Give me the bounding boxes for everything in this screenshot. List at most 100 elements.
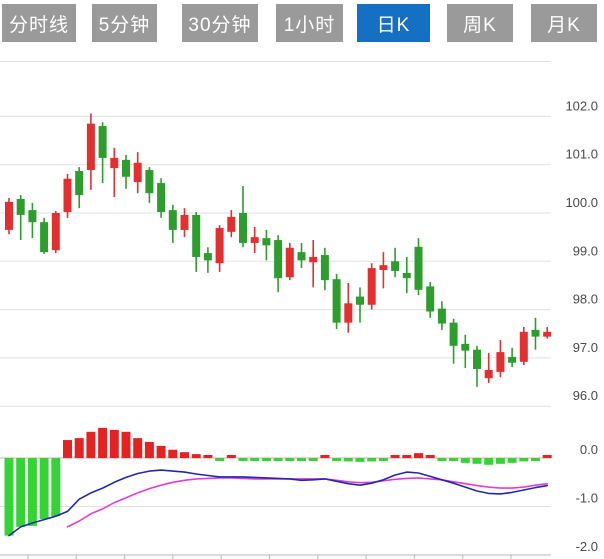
- macd-histogram-bar: [343, 458, 353, 462]
- candle-body: [28, 210, 37, 223]
- candle-body: [145, 170, 154, 194]
- candle-body: [168, 210, 177, 230]
- macd-histogram-bar: [180, 452, 189, 458]
- period-tabbar: 分时线 5分钟 30分钟 1小时 日K 周K 月K: [0, 0, 604, 46]
- candle-body: [16, 198, 25, 215]
- candle-body: [461, 343, 470, 351]
- candle-body: [63, 178, 72, 213]
- candle-body: [356, 296, 364, 305]
- price-axis-label: 97.0: [573, 340, 598, 355]
- macd-histogram-bar: [519, 458, 529, 462]
- macd-histogram-bar: [250, 458, 260, 461]
- macd-histogram-bar: [109, 429, 119, 458]
- dif-line: [8, 469, 548, 537]
- macd-histogram-bar: [472, 458, 482, 464]
- candle-body: [5, 201, 13, 230]
- candle-body: [203, 253, 212, 261]
- dea-line: [66, 477, 548, 528]
- macd-histogram-bar: [156, 445, 166, 458]
- macd-histogram-bar: [191, 454, 201, 458]
- tab-30min[interactable]: 30分钟: [182, 4, 258, 42]
- macd-histogram-bar: [4, 458, 14, 536]
- macd-histogram-bar: [308, 458, 318, 461]
- macd-axis-label: -2.0: [576, 539, 598, 554]
- candle-body: [484, 369, 493, 379]
- macd-histogram-bar: [507, 458, 517, 463]
- candle-body: [344, 303, 353, 323]
- macd-histogram-bar: [285, 458, 295, 461]
- macd-histogram-bar: [449, 458, 459, 461]
- macd-histogram-bar: [74, 438, 84, 458]
- macd-histogram-bar: [63, 440, 72, 458]
- tab-1hour[interactable]: 1小时: [276, 4, 343, 42]
- candle-body: [414, 246, 423, 290]
- price-axis-label: 101.0: [565, 147, 598, 162]
- candle-body: [86, 123, 95, 171]
- candle-body: [75, 170, 84, 196]
- candle-body: [496, 352, 505, 372]
- candle-body: [332, 279, 341, 323]
- macd-histogram-bar: [355, 458, 365, 462]
- candle-body: [473, 349, 481, 370]
- candle-body: [320, 255, 329, 281]
- candle-body: [519, 331, 528, 362]
- macd-histogram-bar: [16, 458, 26, 527]
- candle-body: [402, 272, 411, 279]
- candle-body: [110, 157, 119, 169]
- candle-body: [274, 240, 283, 279]
- macd-histogram-bar: [98, 427, 108, 458]
- macd-histogram-bar: [238, 458, 248, 461]
- price-axis-label: 102.0: [565, 98, 598, 113]
- candle-body: [192, 214, 201, 257]
- macd-histogram-bar: [367, 458, 377, 462]
- candle-body: [51, 213, 60, 251]
- candle-body: [426, 286, 435, 312]
- candle-body: [215, 227, 224, 264]
- candle-body: [449, 322, 458, 346]
- candle-body: [297, 252, 306, 261]
- macd-histogram-bar: [203, 455, 213, 458]
- tab-timeline[interactable]: 分时线: [2, 4, 76, 42]
- tab-monthly-k[interactable]: 月K: [531, 4, 597, 42]
- candle-body: [437, 308, 446, 324]
- tab-daily-k[interactable]: 日K: [357, 4, 430, 42]
- macd-histogram-bar: [484, 458, 494, 465]
- candle-body: [180, 214, 189, 230]
- macd-histogram-bar: [425, 455, 435, 458]
- price-axis-label: 99.0: [573, 243, 598, 258]
- macd-histogram-bar: [51, 458, 61, 517]
- candle-body: [40, 222, 49, 253]
- macd-histogram-bar: [414, 453, 423, 458]
- candle-body: [227, 216, 236, 232]
- tab-weekly-k[interactable]: 周K: [447, 4, 513, 42]
- macd-histogram-bar: [86, 431, 96, 458]
- candle-body: [543, 331, 552, 337]
- candle-body: [379, 265, 388, 270]
- macd-histogram-bar: [121, 431, 131, 458]
- candle-body: [367, 268, 376, 305]
- macd-histogram-bar: [320, 455, 330, 458]
- candle-body: [250, 237, 259, 243]
- macd-axis-label: 0.0: [580, 442, 598, 457]
- macd-histogram-bar: [273, 458, 283, 461]
- macd-histogram-bar: [402, 455, 412, 458]
- candle-body: [285, 247, 294, 278]
- macd-histogram-bar: [460, 458, 470, 463]
- macd-histogram-bar: [378, 458, 388, 461]
- macd-histogram-bar: [390, 455, 400, 458]
- candle-body: [508, 356, 517, 363]
- candle-body: [122, 159, 130, 177]
- macd-histogram-bar: [437, 458, 447, 461]
- macd-histogram-bar: [297, 458, 306, 461]
- macd-histogram-bar: [168, 449, 178, 458]
- macd-histogram-bar: [261, 458, 271, 461]
- macd-histogram-bar: [495, 458, 505, 464]
- tab-5min[interactable]: 5分钟: [92, 4, 157, 42]
- candle-body: [309, 256, 318, 263]
- macd-histogram-bar: [531, 458, 540, 461]
- candle-body: [133, 162, 142, 183]
- macd-histogram-bar: [144, 441, 154, 458]
- price-axis-label: 96.0: [573, 388, 598, 403]
